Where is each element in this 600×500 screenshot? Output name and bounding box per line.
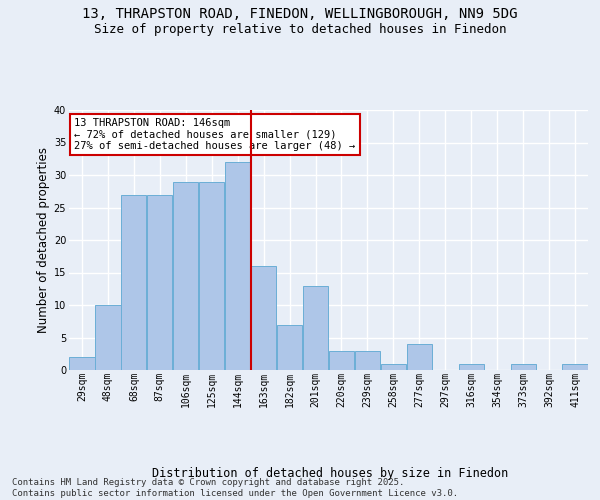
Bar [121,194,146,370]
Bar [95,305,121,370]
Text: 13 THRAPSTON ROAD: 146sqm
← 72% of detached houses are smaller (129)
27% of semi: 13 THRAPSTON ROAD: 146sqm ← 72% of detac… [74,118,355,151]
Bar [329,350,354,370]
Bar [355,350,380,370]
Bar [199,182,224,370]
Text: Size of property relative to detached houses in Finedon: Size of property relative to detached ho… [94,22,506,36]
Bar [562,364,587,370]
Bar [381,364,406,370]
Bar [251,266,276,370]
Y-axis label: Number of detached properties: Number of detached properties [37,147,50,333]
Bar [173,182,199,370]
Bar [277,324,302,370]
Bar [70,357,95,370]
Bar [511,364,536,370]
Text: 13, THRAPSTON ROAD, FINEDON, WELLINGBOROUGH, NN9 5DG: 13, THRAPSTON ROAD, FINEDON, WELLINGBORO… [82,8,518,22]
Bar [303,286,328,370]
Bar [225,162,250,370]
Text: Distribution of detached houses by size in Finedon: Distribution of detached houses by size … [152,467,508,480]
Text: Contains HM Land Registry data © Crown copyright and database right 2025.
Contai: Contains HM Land Registry data © Crown c… [12,478,458,498]
Bar [458,364,484,370]
Bar [407,344,432,370]
Bar [147,194,172,370]
